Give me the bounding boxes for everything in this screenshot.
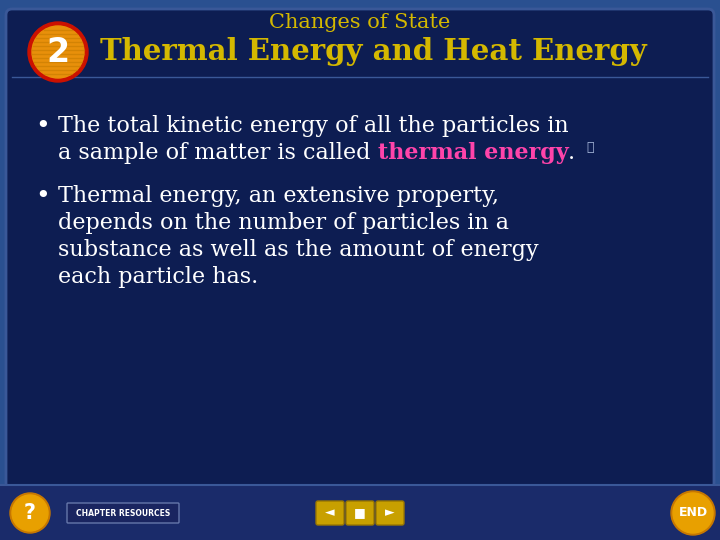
Text: 2: 2 (46, 36, 70, 69)
Text: ■: ■ (354, 507, 366, 519)
Text: thermal energy: thermal energy (377, 142, 568, 164)
Text: ►: ► (385, 507, 395, 519)
Text: .: . (568, 142, 575, 164)
Text: ◄: ◄ (325, 507, 335, 519)
Text: •: • (35, 185, 50, 208)
Text: a sample of matter is called: a sample of matter is called (58, 142, 377, 164)
Text: Thermal Energy and Heat Energy: Thermal Energy and Heat Energy (100, 37, 647, 66)
FancyBboxPatch shape (0, 485, 720, 540)
Circle shape (28, 22, 88, 82)
Circle shape (673, 493, 713, 533)
Text: substance as well as the amount of energy: substance as well as the amount of energ… (58, 239, 539, 261)
Circle shape (10, 493, 50, 533)
Circle shape (12, 495, 48, 531)
Text: END: END (678, 507, 708, 519)
Text: The total kinetic energy of all the particles in: The total kinetic energy of all the part… (58, 115, 569, 137)
Text: Thermal energy, an extensive property,: Thermal energy, an extensive property, (58, 185, 499, 207)
FancyBboxPatch shape (6, 9, 714, 489)
FancyBboxPatch shape (376, 501, 404, 525)
Text: CHAPTER RESOURCES: CHAPTER RESOURCES (76, 509, 170, 517)
Text: ?: ? (24, 503, 36, 523)
FancyBboxPatch shape (67, 503, 179, 523)
Text: •: • (35, 115, 50, 138)
Circle shape (32, 26, 84, 78)
Text: each particle has.: each particle has. (58, 266, 258, 288)
Text: depends on the number of particles in a: depends on the number of particles in a (58, 212, 509, 234)
Circle shape (671, 491, 715, 535)
Text: 🔈: 🔈 (586, 141, 594, 154)
FancyBboxPatch shape (316, 501, 344, 525)
FancyBboxPatch shape (346, 501, 374, 525)
Text: Changes of State: Changes of State (269, 12, 451, 31)
